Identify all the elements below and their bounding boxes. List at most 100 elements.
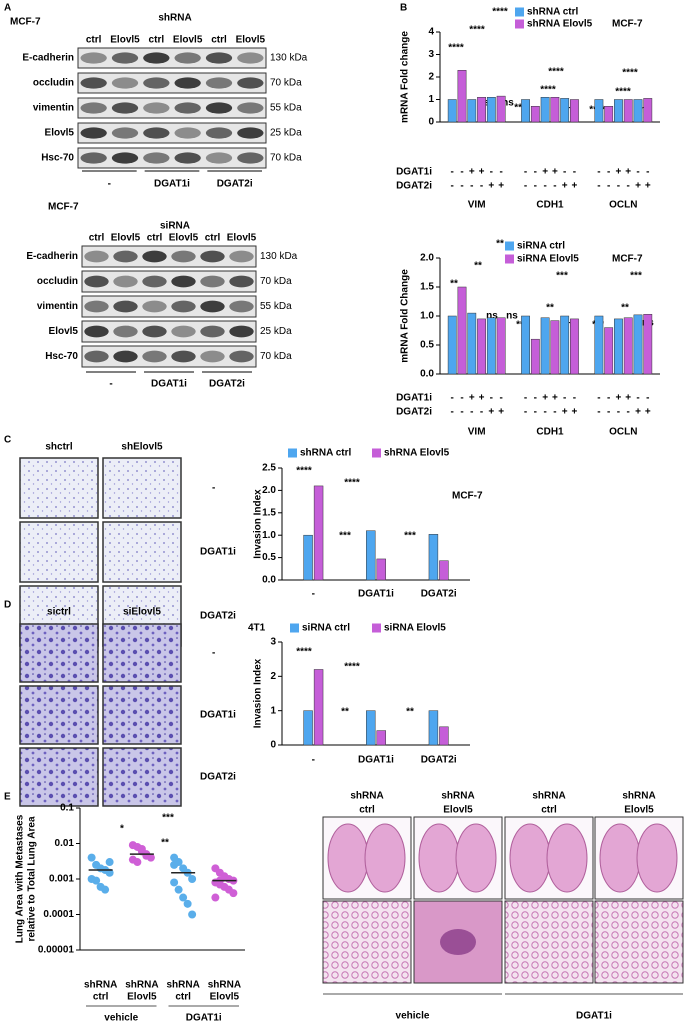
treatment-mark: - (460, 407, 463, 418)
bar (467, 99, 477, 123)
point (211, 893, 220, 902)
bar (540, 317, 550, 375)
band (143, 102, 170, 114)
band (200, 275, 225, 288)
y-tick-label: 0 (270, 740, 276, 751)
treatment-mark: - (617, 407, 620, 418)
bar (604, 327, 614, 375)
cell-line: MCF-7 (452, 491, 483, 502)
band (143, 127, 170, 139)
x-tick-label: DGAT2i (421, 589, 457, 600)
point (188, 910, 197, 919)
legend-label: siRNA ctrl (517, 241, 565, 252)
lane-label: ctrl (205, 233, 221, 244)
band (113, 275, 138, 288)
point (220, 873, 229, 882)
point (92, 876, 101, 885)
bar (521, 315, 530, 375)
band (84, 275, 109, 288)
lung-lobe (455, 823, 497, 893)
treatment-mark: - (534, 167, 537, 178)
band (80, 52, 107, 64)
band (84, 325, 109, 338)
y-tick-label: 0 (428, 117, 434, 128)
treatment-mark: + (562, 181, 568, 192)
treatment-mark: + (469, 393, 475, 404)
knockdown: shRNA (158, 13, 191, 24)
legend-swatch (505, 254, 514, 264)
cell-line: MCF-7 (612, 254, 643, 265)
legend-label: shRNA ctrl (527, 7, 579, 18)
treatment-mark: - (524, 393, 527, 404)
treatment-mark: + (635, 407, 641, 418)
y-tick-label: 2.0 (262, 485, 276, 496)
significance: *** (630, 271, 642, 282)
band (205, 52, 233, 64)
y-tick-label: 0.0 (420, 369, 434, 380)
protein-label: vimentin (37, 301, 78, 312)
bar (594, 99, 604, 123)
bar (496, 95, 506, 123)
histology-header: shRNA (350, 791, 383, 802)
image-column-label: shElovl5 (121, 442, 163, 453)
treatment-label: DGAT2i (209, 379, 245, 390)
treatment-mark: - (480, 407, 483, 418)
knockdown: siRNA (160, 221, 190, 232)
y-tick-label: 1.5 (262, 507, 276, 518)
band (113, 300, 138, 313)
y-tick-label: 2.0 (420, 253, 434, 264)
significance: ** (474, 261, 482, 272)
band (174, 127, 201, 139)
lung-lobe (509, 823, 551, 893)
band (200, 300, 225, 313)
treatment-mark: - (524, 167, 527, 178)
band (142, 250, 167, 263)
y-axis-label: Invasion Index (253, 658, 264, 728)
bar (477, 318, 486, 375)
lung-lobe (364, 823, 406, 893)
treatment-mark: + (469, 167, 475, 178)
x-tick-label: ctrl (175, 992, 191, 1003)
x-tick-label: VIM (468, 200, 486, 211)
band (143, 52, 170, 64)
treatment-mark: - (480, 181, 483, 192)
legend-label: siRNA Elovl5 (517, 254, 579, 265)
y-tick-label: 0.1 (60, 803, 74, 814)
treatment-mark: - (646, 393, 649, 404)
image-column-label: siElovl5 (123, 607, 161, 618)
band (229, 275, 254, 288)
histology-header: Elovl5 (624, 805, 654, 816)
treatment-mark: - (451, 407, 454, 418)
metastasis (440, 929, 476, 955)
image-row-label: - (212, 648, 215, 659)
lane-label: ctrl (147, 233, 163, 244)
treatment-mark: - (597, 167, 600, 178)
cell-line: MCF-7 (48, 202, 79, 213)
significance: **** (615, 87, 631, 98)
protein-label: Hsc-70 (45, 351, 78, 362)
treatment-mark: - (573, 167, 576, 178)
y-tick-label: 3 (270, 637, 276, 648)
band (171, 350, 196, 363)
bar (570, 318, 579, 375)
x-tick-label: - (312, 755, 315, 766)
legend-label: shRNA Elovl5 (384, 448, 450, 459)
y-tick-label: 1 (428, 94, 434, 105)
treatment-mark: - (534, 407, 537, 418)
bar (540, 97, 550, 123)
treatment-mark: - (534, 393, 537, 404)
band (171, 300, 196, 313)
band (80, 127, 107, 139)
treatment-mark: - (524, 407, 527, 418)
bar (486, 97, 496, 123)
bar (550, 320, 560, 375)
y-tick-label: 1.5 (420, 282, 434, 293)
treatment-mark: - (490, 393, 493, 404)
band (205, 152, 233, 164)
micrograph (102, 457, 182, 519)
lane-label: ctrl (86, 35, 102, 46)
y-axis-label: Invasion Index (253, 489, 264, 559)
histology-header: ctrl (541, 805, 557, 816)
y-axis-label: Lung Area with Metastases (15, 814, 26, 943)
x-tick-label: DGAT2i (421, 755, 457, 766)
